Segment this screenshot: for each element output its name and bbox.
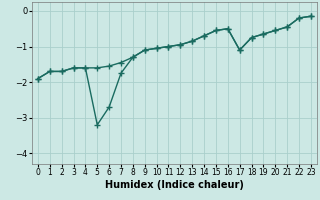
X-axis label: Humidex (Indice chaleur): Humidex (Indice chaleur)	[105, 180, 244, 190]
